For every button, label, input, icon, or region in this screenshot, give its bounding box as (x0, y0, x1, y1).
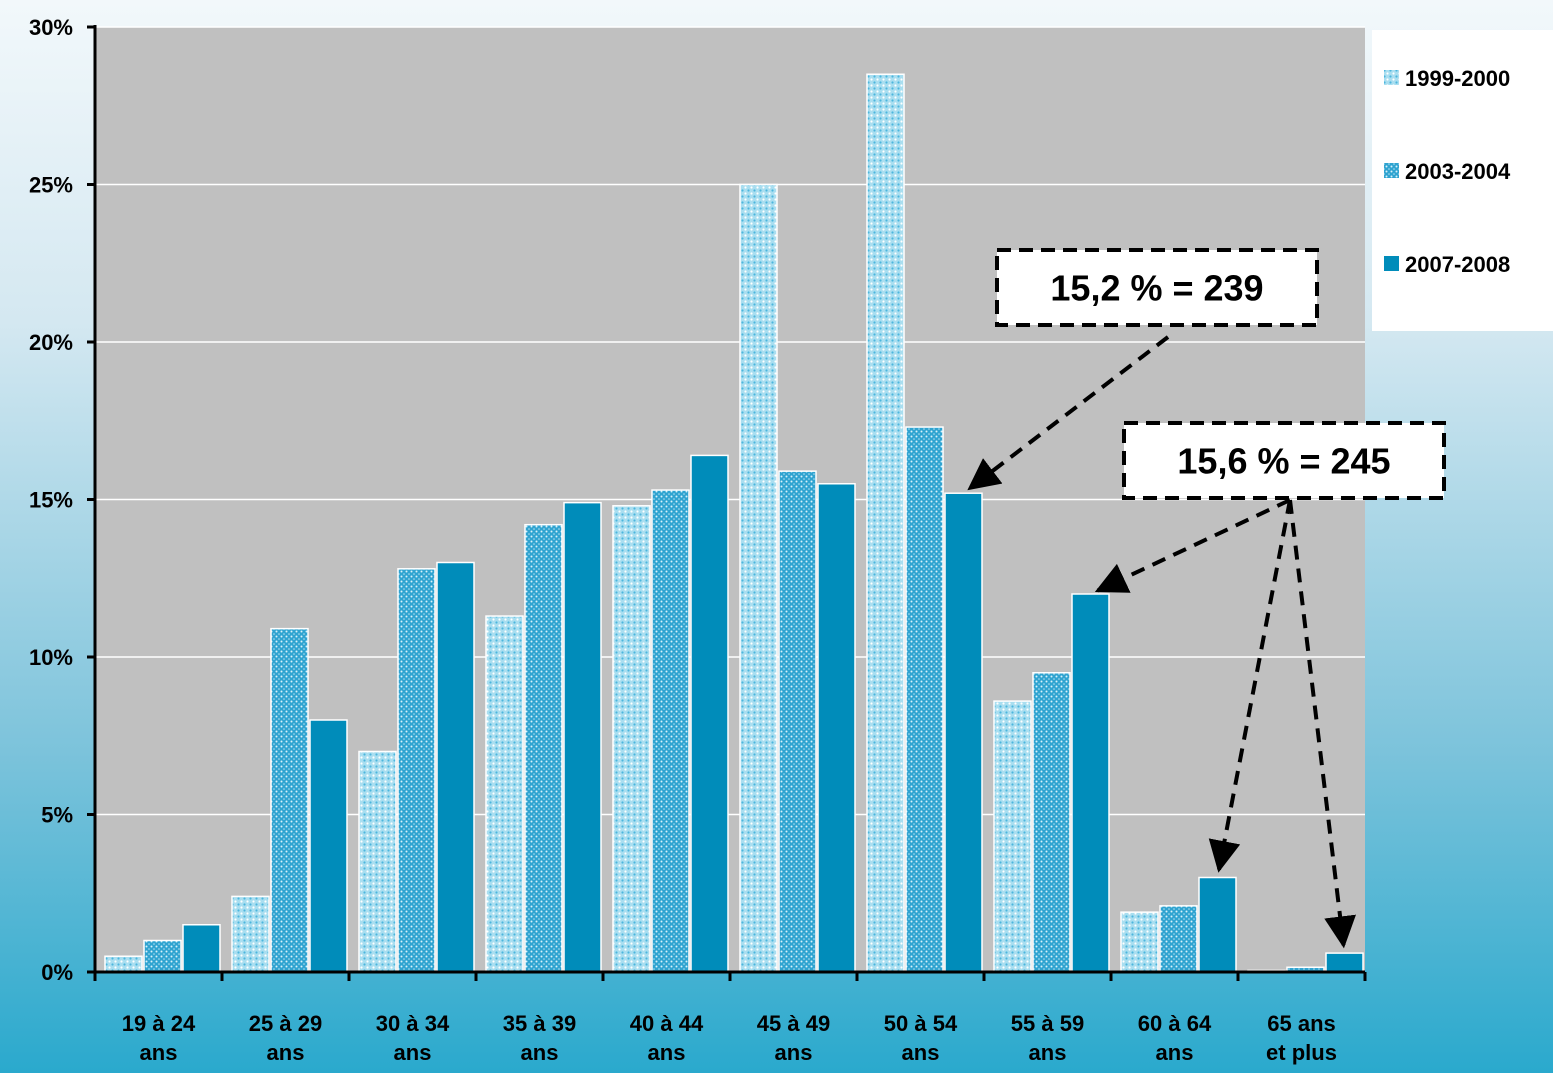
x-category-label: 45 à 49 ans (757, 1011, 830, 1065)
bar-2007-2008 (690, 454, 729, 973)
annotation-label: 15,6 % = 245 (1177, 441, 1390, 482)
bar-1999-2000 (358, 750, 397, 973)
legend-label: 2003-2004 (1405, 159, 1511, 184)
bar-2003-2004 (651, 489, 690, 973)
x-category-label: 65 ans et plus (1266, 1011, 1337, 1065)
legend-swatch (1384, 256, 1399, 271)
legend-label: 1999-2000 (1405, 66, 1510, 91)
x-axis-categories: 19 à 24 ans 25 à 29 ans 30 à 34 ans 35 à 39 ans… (122, 1011, 1337, 1065)
bar-1999-2000 (739, 183, 778, 973)
bar-2007-2008 (563, 501, 602, 973)
legend-swatch (1384, 163, 1399, 178)
annotation-callout: 15,2 % = 239 (967, 248, 1319, 491)
annotation-box (1122, 421, 1446, 500)
legend-background (1372, 30, 1553, 331)
bar-1999-2000 (866, 73, 905, 973)
x-category-label: 60 à 64 ans (1138, 1011, 1212, 1065)
bar-1999-2000 (612, 505, 651, 973)
y-tick-label: 15% (29, 488, 73, 513)
x-category-label: 25 à 29 ans (249, 1011, 322, 1065)
annotation-arrow (1288, 499, 1356, 949)
bar-2003-2004 (1032, 672, 1071, 973)
annotation-arrow (1094, 498, 1291, 593)
bar-2007-2008 (1198, 876, 1237, 973)
annotation-label: 15,2 % = 239 (1050, 268, 1263, 309)
x-category-label: 30 à 34 ans (376, 1011, 450, 1065)
bar-2007-2008 (944, 492, 983, 973)
y-tick-label: 5% (41, 803, 73, 828)
x-category-label: 40 à 44 ans (630, 1011, 704, 1065)
y-tick-label: 20% (29, 330, 73, 355)
bar-1999-2000 (104, 955, 143, 973)
annotation-box (995, 248, 1319, 327)
y-axis-ticks: 0% 5% 10% 15% 20% 25% 30% (29, 15, 95, 985)
bar-2003-2004 (270, 627, 309, 973)
bars (104, 73, 1364, 973)
bar-2007-2008 (1071, 593, 1110, 973)
y-tick-label: 30% (29, 15, 73, 40)
bar-2007-2008 (309, 719, 348, 973)
y-tick-label: 10% (29, 645, 73, 670)
bar-2003-2004 (778, 470, 817, 973)
bar-2003-2004 (524, 523, 563, 973)
bar-2007-2008 (817, 483, 856, 973)
x-category-label: 50 à 54 ans (884, 1011, 958, 1065)
x-category-label: 19 à 24 ans (122, 1011, 196, 1065)
legend: 1999-2000 2003-2004 2007-2008 (1372, 30, 1553, 331)
bar-2003-2004 (397, 568, 436, 973)
legend-swatch (1384, 70, 1399, 85)
bar-2003-2004 (143, 939, 182, 973)
legend-label: 2007-2008 (1405, 252, 1510, 277)
x-category-label: 55 à 59 ans (1011, 1011, 1084, 1065)
bar-1999-2000 (231, 895, 270, 973)
annotation-callout: 15,6 % = 245 (1094, 421, 1446, 949)
annotation-arrow (1208, 499, 1292, 873)
y-tick-label: 25% (29, 173, 73, 198)
annotation-arrow (967, 335, 1170, 491)
bar-2007-2008 (436, 561, 475, 973)
bar-1999-2000 (993, 700, 1032, 973)
bar-2003-2004 (1159, 905, 1198, 973)
bar-1999-2000 (1120, 911, 1159, 973)
bar-1999-2000 (485, 615, 524, 973)
x-category-label: 35 à 39 ans (503, 1011, 576, 1065)
bar-2007-2008 (1325, 952, 1364, 973)
y-tick-label: 0% (41, 960, 73, 985)
bar-2007-2008 (182, 924, 221, 973)
bar-2003-2004 (905, 426, 944, 973)
annotations: 15,2 % = 239 15,6 % = 245 (967, 248, 1446, 949)
